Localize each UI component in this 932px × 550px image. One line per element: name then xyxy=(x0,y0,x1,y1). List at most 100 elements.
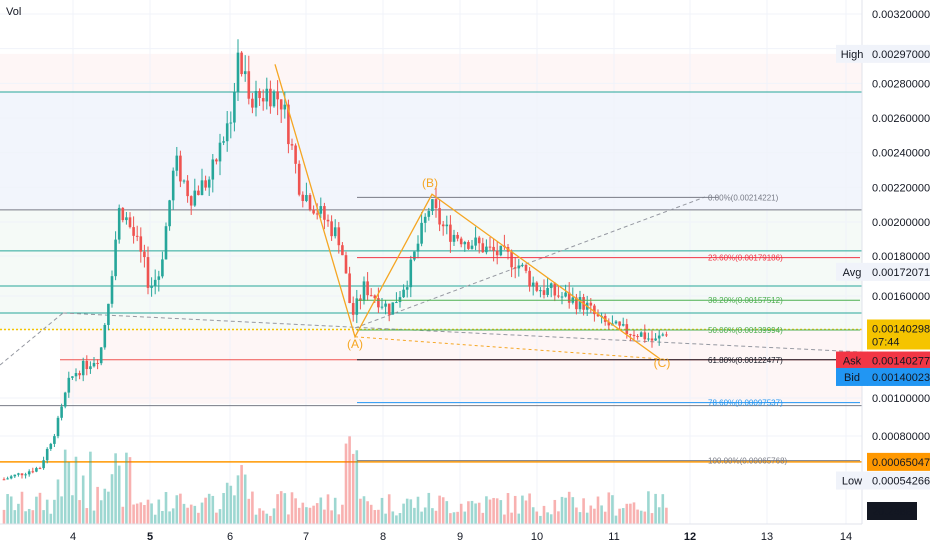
volume-bar xyxy=(107,491,110,524)
candle-body xyxy=(596,314,600,317)
candle-body xyxy=(13,474,17,477)
volume-bar xyxy=(175,495,179,524)
candle-body xyxy=(315,213,319,215)
volume-bar xyxy=(492,497,495,524)
candle-body xyxy=(323,206,326,220)
candle-body xyxy=(218,142,222,162)
candle-body xyxy=(81,361,85,376)
fib-level-label: 38.20%(0.00157512) xyxy=(708,296,783,305)
volume-bar xyxy=(481,512,485,524)
volume-bar xyxy=(510,512,513,524)
candle-body xyxy=(207,179,211,188)
ask-tag-label: Ask xyxy=(843,356,862,368)
candle-body xyxy=(276,91,279,100)
candle-body xyxy=(9,476,13,479)
candle-body xyxy=(564,292,567,297)
candle-body xyxy=(337,227,341,246)
low-tag xyxy=(836,471,868,490)
volume-bar xyxy=(74,456,78,524)
volume-bar xyxy=(193,505,197,524)
volume-bar xyxy=(513,495,517,524)
volume-bar xyxy=(434,510,438,524)
volume-bar xyxy=(427,492,431,524)
volume-bar xyxy=(423,507,427,524)
volume-bar xyxy=(269,515,272,524)
candle-body xyxy=(499,245,503,256)
volume-bar xyxy=(103,488,107,524)
ask-value: 0.00140277 xyxy=(872,356,930,368)
volume-bar xyxy=(117,465,121,524)
volume-bar xyxy=(78,500,81,524)
volume-bar xyxy=(387,494,391,524)
volume-bar xyxy=(517,513,521,524)
candle-body xyxy=(60,406,63,418)
candle-body xyxy=(89,366,92,370)
volume-bar xyxy=(125,452,128,524)
candle-body xyxy=(431,199,434,212)
candle-body xyxy=(301,194,305,202)
volume-bar xyxy=(146,499,150,524)
fib-shade xyxy=(60,330,862,404)
volume-bar xyxy=(240,465,243,524)
volume-bar xyxy=(110,474,114,524)
volume-bar xyxy=(402,503,405,524)
candle-body xyxy=(510,251,513,268)
x-tick-label: 11 xyxy=(608,531,619,543)
wave-label: (C) xyxy=(654,356,671,370)
y-tick-label: 0.00100000 xyxy=(872,393,930,405)
candle-body xyxy=(6,478,9,480)
volume-bar xyxy=(398,513,402,524)
volume-bar xyxy=(67,462,71,524)
x-tick-label: 6 xyxy=(227,531,233,543)
candle-body xyxy=(204,180,207,188)
candle-body xyxy=(485,246,488,253)
candle-body xyxy=(452,234,456,242)
volume-bar xyxy=(463,511,467,524)
volume-bar xyxy=(211,495,215,524)
candle-body xyxy=(179,155,182,182)
candle-body xyxy=(110,276,114,304)
volume-bar xyxy=(643,511,647,524)
ask-tag xyxy=(836,351,868,370)
candle-body xyxy=(74,373,78,377)
volume-bar xyxy=(290,492,294,524)
candle-body xyxy=(186,180,189,197)
candle-body xyxy=(164,226,168,260)
candle-body xyxy=(157,276,161,280)
volume-bar xyxy=(405,498,409,524)
candle-body xyxy=(477,237,481,244)
candle-body xyxy=(31,471,35,473)
high-tag xyxy=(836,44,868,63)
x-tick-label: 9 xyxy=(457,531,463,543)
volume-bar xyxy=(215,512,218,524)
y-tick-label: 0.00160000 xyxy=(872,291,930,303)
volume-bar xyxy=(373,510,377,524)
volume-bar xyxy=(315,503,319,524)
volume-bar xyxy=(362,496,366,524)
volume-bar xyxy=(99,500,103,524)
volume-bar xyxy=(161,510,164,524)
volume-bar xyxy=(650,513,654,524)
candle-body xyxy=(405,287,409,290)
candle-body xyxy=(481,243,485,253)
candle-body xyxy=(517,265,521,269)
candle-body xyxy=(524,264,528,271)
volume-bar xyxy=(171,508,175,524)
trend-line-dashed xyxy=(354,196,706,329)
volume-bar xyxy=(603,511,607,524)
volume-bar xyxy=(467,501,470,524)
candle-body xyxy=(654,338,657,341)
fib-shade xyxy=(0,209,862,330)
volume-bar xyxy=(312,505,315,524)
candle-body xyxy=(521,264,524,266)
low-tag-label: Low xyxy=(842,476,862,488)
volume-bar xyxy=(132,504,135,524)
volume-bar xyxy=(326,494,330,524)
volume-bar xyxy=(186,507,189,524)
volume-bar xyxy=(283,493,287,524)
volume-bar xyxy=(243,474,247,524)
candle-body xyxy=(236,52,240,93)
candle-body xyxy=(103,324,107,348)
